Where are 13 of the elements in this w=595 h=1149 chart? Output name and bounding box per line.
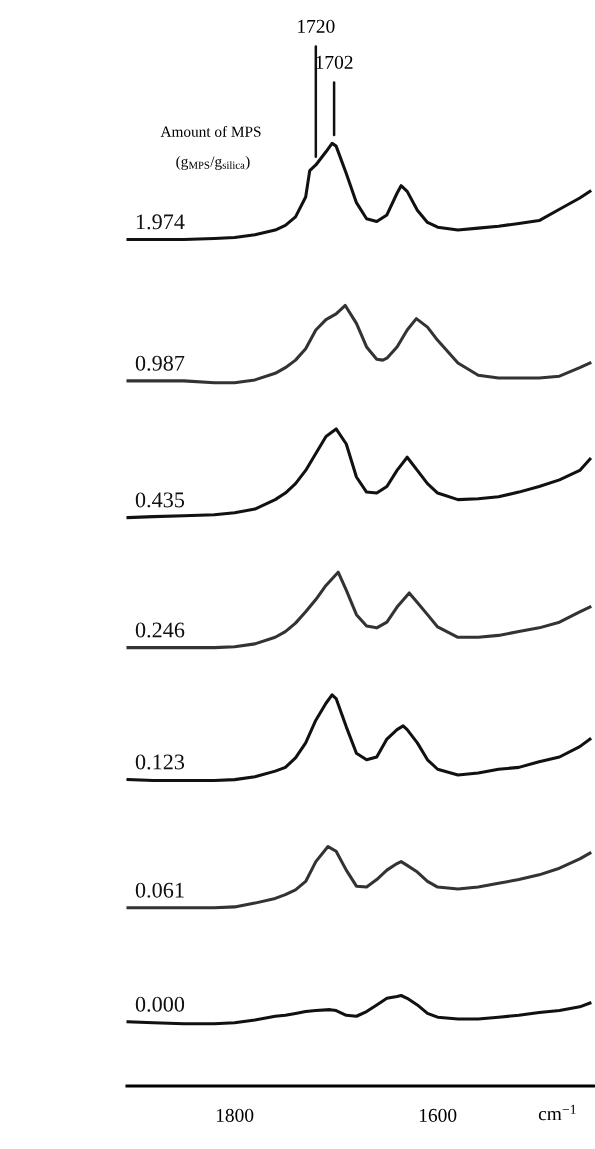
- series-label: 0.061: [135, 882, 184, 898]
- series-label: 0.123: [135, 754, 185, 770]
- annotation: 1720: [298, 19, 335, 33]
- series-label: 0.987: [135, 355, 185, 371]
- x-tick-label: 1600: [419, 1108, 457, 1122]
- series-label: 0.246: [135, 622, 185, 638]
- text: Amount of MPS: [160, 125, 261, 137]
- annotation: (g$_{MPS}$/g$_{silica}$): [176, 155, 250, 170]
- x-tick-label: 1800: [216, 1108, 254, 1122]
- series-label: 0.000: [135, 996, 185, 1012]
- series-label: 1.974: [136, 214, 185, 230]
- series-label: 0.435: [135, 492, 185, 508]
- x-axis-title: cm$^{−1}$: [538, 1104, 576, 1121]
